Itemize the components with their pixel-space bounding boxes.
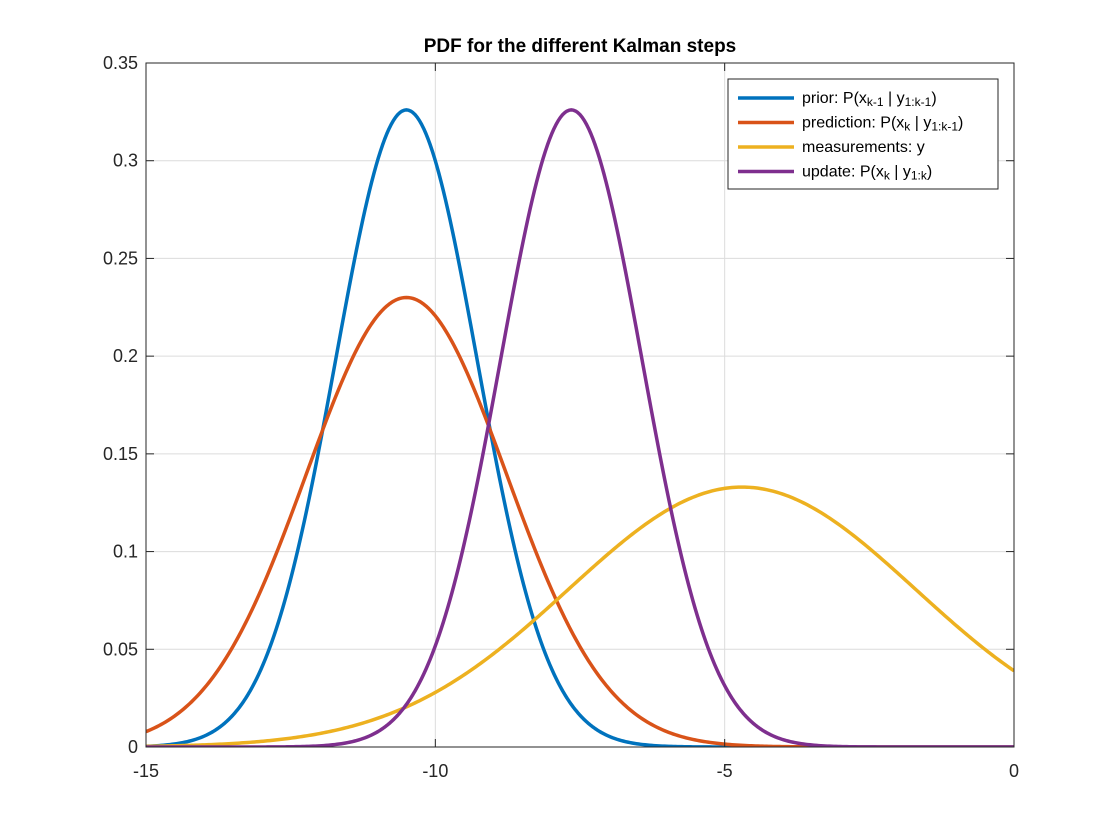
legend-label: update: P(xk | y1:k)	[802, 164, 932, 183]
y-tick-label: 0.2	[113, 346, 138, 366]
x-tick-label: -15	[133, 761, 159, 781]
y-tick-label: 0.35	[103, 53, 138, 73]
x-tick-label: -10	[422, 761, 448, 781]
ticks: -15 -10 -5 0 0 0.05 0.1 0.15 0.2 0.25 0.3 0.35	[103, 53, 1019, 781]
y-tick-label: 0.3	[113, 151, 138, 171]
chart-title: PDF for the different Kalman steps	[424, 36, 737, 57]
legend-item[interactable]: prior: P(xk-1 | y1:k-1)	[738, 90, 937, 109]
y-tick-label: 0.05	[103, 639, 138, 659]
series-line-1	[146, 108, 1014, 747]
y-tick-label: 0.1	[113, 542, 138, 562]
legend-label: prediction: P(xk | y1:k-1)	[802, 115, 963, 134]
legend-item[interactable]: update: P(xk | y1:k)	[738, 164, 932, 183]
y-tick-label: 0	[128, 737, 138, 757]
y-tick-label: 0.15	[103, 444, 138, 464]
legend-item[interactable]: measurements: y	[738, 139, 925, 156]
y-tick-label: 0.25	[103, 248, 138, 268]
x-tick-label: 0	[1009, 761, 1019, 781]
legend-item[interactable]: prediction: P(xk | y1:k-1)	[738, 115, 963, 134]
legend-label: measurements: y	[802, 139, 925, 156]
legend[interactable]: prior: P(xk-1 | y1:k-1) prediction: P(xk …	[727, 78, 999, 190]
legend-label: prior: P(xk-1 | y1:k-1)	[802, 90, 937, 109]
series-line-3	[146, 485, 1014, 747]
axes-box	[145, 62, 1015, 748]
x-tick-label: -5	[717, 761, 733, 781]
